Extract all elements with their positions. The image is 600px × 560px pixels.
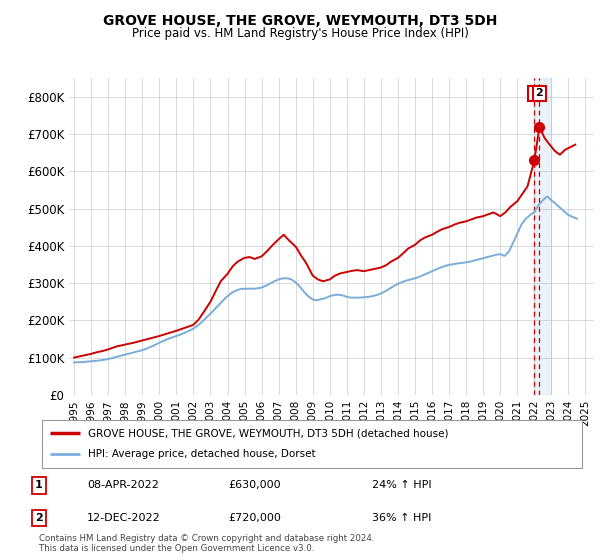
Text: 08-APR-2022: 08-APR-2022 — [87, 480, 159, 490]
Text: 1: 1 — [35, 480, 43, 490]
Text: Price paid vs. HM Land Registry's House Price Index (HPI): Price paid vs. HM Land Registry's House … — [131, 27, 469, 40]
Text: 2: 2 — [35, 513, 43, 523]
Text: 24% ↑ HPI: 24% ↑ HPI — [372, 480, 431, 490]
Text: £630,000: £630,000 — [228, 480, 281, 490]
Text: GROVE HOUSE, THE GROVE, WEYMOUTH, DT3 5DH (detached house): GROVE HOUSE, THE GROVE, WEYMOUTH, DT3 5D… — [88, 428, 448, 438]
Text: 36% ↑ HPI: 36% ↑ HPI — [372, 513, 431, 523]
Text: 1: 1 — [530, 88, 538, 99]
Text: Contains HM Land Registry data © Crown copyright and database right 2024.
This d: Contains HM Land Registry data © Crown c… — [39, 534, 374, 553]
Text: HPI: Average price, detached house, Dorset: HPI: Average price, detached house, Dors… — [88, 449, 316, 459]
Text: GROVE HOUSE, THE GROVE, WEYMOUTH, DT3 5DH: GROVE HOUSE, THE GROVE, WEYMOUTH, DT3 5D… — [103, 14, 497, 28]
Bar — [535, 78, 551, 395]
Text: £720,000: £720,000 — [228, 513, 281, 523]
Text: 12-DEC-2022: 12-DEC-2022 — [87, 513, 161, 523]
Text: 2: 2 — [536, 88, 544, 99]
